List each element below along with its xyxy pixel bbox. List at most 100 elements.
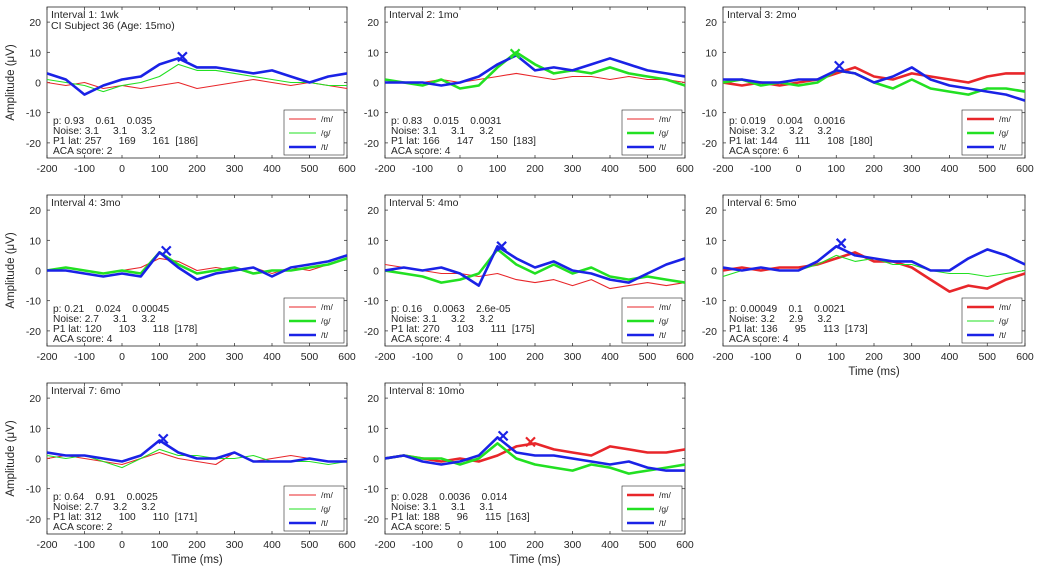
- stats-line: ACA score: 4: [729, 334, 789, 345]
- stats-line: Noise: 3.1 3.1 3.1: [391, 502, 494, 513]
- stats-line: P1 lat: 312 100 110 [171]: [53, 512, 197, 523]
- x-tick-label: 600: [1016, 163, 1034, 175]
- x-tick-label: -100: [750, 351, 771, 363]
- series-line-t: [723, 245, 1025, 272]
- x-tick-label: 200: [188, 539, 206, 551]
- x-tick-label: -200: [36, 163, 57, 175]
- x-tick-label: 500: [639, 163, 657, 175]
- x-tick-label: 100: [489, 351, 507, 363]
- subplot-title: Interval 7: 6mo: [51, 385, 121, 397]
- y-tick-label: -10: [364, 484, 379, 496]
- series-line-g: [47, 251, 347, 275]
- legend-label: /m/: [659, 490, 671, 500]
- y-tick-label: -10: [702, 296, 717, 308]
- legend: /m/ /g/ /t/: [621, 485, 683, 532]
- y-tick-label: 0: [711, 78, 717, 90]
- x-tick-label: 0: [119, 539, 125, 551]
- y-tick-label: -20: [26, 138, 41, 150]
- x-tick-label: 400: [941, 351, 959, 363]
- y-tick-label: 10: [29, 423, 41, 435]
- y-tick-label: -20: [702, 326, 717, 338]
- y-axis-label: Amplitude (μV): [5, 44, 17, 120]
- legend: /m/ /g/ /t/: [961, 109, 1023, 156]
- x-tick-label: 300: [226, 539, 244, 551]
- series-line-t: [47, 439, 347, 463]
- x-tick-label: 500: [978, 163, 996, 175]
- x-tick-label: 200: [526, 351, 544, 363]
- stats-line: p: 0.83 0.015 0.0031: [391, 116, 502, 127]
- subplot-title: Interval 8: 10mo: [389, 385, 464, 397]
- series-group: [47, 251, 347, 281]
- legend-label: /t/: [659, 518, 667, 528]
- y-tick-label: 0: [35, 454, 41, 466]
- p1-marker: [509, 48, 521, 60]
- stats-line: ACA score: 2: [53, 522, 113, 533]
- legend-label: /t/: [321, 142, 329, 152]
- x-tick-label: 0: [796, 351, 802, 363]
- x-tick-label: 200: [526, 539, 544, 551]
- y-tick-label: 10: [705, 47, 717, 59]
- stats-line: P1 lat: 144 111 108 [180]: [729, 136, 873, 147]
- y-tick-label: 20: [367, 393, 379, 405]
- y-tick-label: -10: [364, 108, 379, 120]
- series-line-m: [385, 442, 685, 463]
- legend: /m/ /g/ /t/: [621, 109, 683, 156]
- y-tick-label: -10: [364, 296, 379, 308]
- stats-line: Noise: 2.7 3.2 3.2: [53, 502, 156, 513]
- y-axis-label: Amplitude (μV): [5, 232, 17, 308]
- legend-label: /t/: [321, 518, 329, 528]
- x-tick-label: -100: [412, 351, 433, 363]
- x-tick-label: 300: [564, 351, 582, 363]
- legend-label: /t/: [659, 330, 667, 340]
- subplot-1: -200 -100 0 100 200 300 400 500 600-20-1001020In…: [5, 6, 356, 175]
- x-axis-label: Time (ms): [509, 554, 560, 566]
- stats-line: P1 lat: 120 103 118 [178]: [53, 324, 197, 335]
- x-tick-label: 400: [601, 539, 619, 551]
- stats-line: p: 0.00049 0.1 0.0021: [729, 304, 845, 315]
- x-tick-label: 600: [676, 163, 694, 175]
- p1-marker: [177, 51, 188, 63]
- x-tick-label: 300: [226, 163, 244, 175]
- legend-label: /m/: [321, 490, 333, 500]
- stats-line: Noise: 3.1 3.1 3.2: [391, 126, 494, 137]
- p1-marker: [835, 238, 847, 249]
- legend-label: /m/: [999, 114, 1011, 124]
- subplot-7: -200 -100 0 100 200 300 400 500 600-20-1001020In…: [5, 382, 356, 566]
- legend-label: /g/: [321, 316, 331, 326]
- x-tick-label: 100: [489, 163, 507, 175]
- stats-line: ACA score: 4: [391, 146, 451, 157]
- p1-marker: [525, 436, 536, 448]
- subplot-title: Interval 6: 5mo: [727, 197, 797, 209]
- subplot-title: Interval 2: 1mo: [389, 9, 459, 21]
- x-tick-label: 500: [639, 539, 657, 551]
- x-tick-label: -200: [374, 351, 395, 363]
- x-tick-label: 300: [903, 163, 921, 175]
- stats-line: P1 lat: 136 95 113 [173]: [729, 324, 868, 335]
- legend-label: /t/: [999, 330, 1007, 340]
- series-group: [47, 439, 347, 469]
- x-tick-label: -200: [36, 539, 57, 551]
- subplot-8: -200 -100 0 100 200 300 400 500 600-20-1001020In…: [364, 382, 694, 566]
- x-tick-label: -200: [36, 351, 57, 363]
- y-tick-label: -20: [26, 326, 41, 338]
- x-tick-label: 300: [226, 351, 244, 363]
- y-tick-label: 10: [29, 235, 41, 247]
- legend-label: /t/: [999, 142, 1007, 152]
- series-line-t: [723, 66, 1025, 102]
- x-tick-label: -100: [750, 163, 771, 175]
- stats-line: ACA score: 5: [391, 522, 451, 533]
- x-tick-label: 0: [457, 351, 463, 363]
- x-tick-label: 300: [903, 351, 921, 363]
- series-line-t: [385, 436, 685, 472]
- legend: /m/ /g/ /t/: [283, 485, 345, 532]
- x-tick-label: 400: [263, 163, 281, 175]
- y-tick-label: -10: [702, 108, 717, 120]
- legend-label: /g/: [321, 504, 331, 514]
- subplot-5: -200 -100 0 100 200 300 400 500 600-20-1001020In…: [364, 194, 694, 363]
- p1-marker: [160, 245, 172, 257]
- y-tick-label: 20: [705, 17, 717, 29]
- legend-label: /g/: [999, 128, 1009, 138]
- x-tick-label: 0: [457, 163, 463, 175]
- stats-line: Noise: 3.1 3.2 3.2: [391, 314, 494, 325]
